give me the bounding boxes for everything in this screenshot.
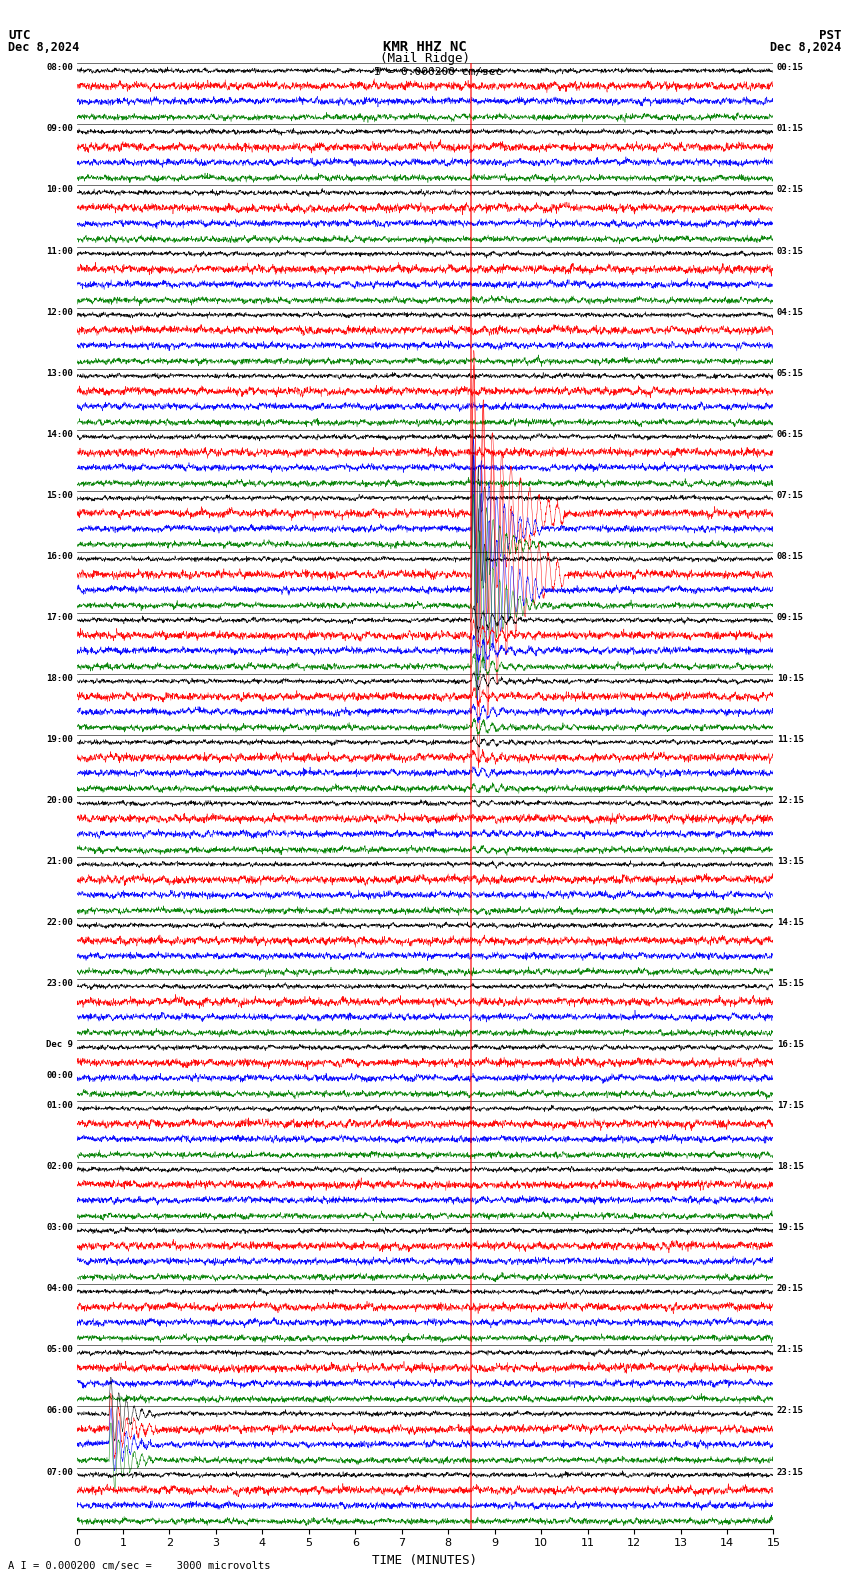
Text: 04:00: 04:00 bbox=[46, 1285, 73, 1294]
Text: 08:15: 08:15 bbox=[777, 551, 804, 561]
Text: 11:00: 11:00 bbox=[46, 247, 73, 255]
Text: 03:15: 03:15 bbox=[777, 247, 804, 255]
Text: 10:15: 10:15 bbox=[777, 673, 804, 683]
Text: 04:15: 04:15 bbox=[777, 307, 804, 317]
Text: 14:00: 14:00 bbox=[46, 429, 73, 439]
Text: 13:00: 13:00 bbox=[46, 369, 73, 377]
Text: 08:00: 08:00 bbox=[46, 63, 73, 73]
Text: PST: PST bbox=[819, 29, 842, 41]
Text: 01:15: 01:15 bbox=[777, 125, 804, 133]
Text: 00:15: 00:15 bbox=[777, 63, 804, 73]
Text: 22:00: 22:00 bbox=[46, 919, 73, 927]
Text: 06:15: 06:15 bbox=[777, 429, 804, 439]
Text: UTC: UTC bbox=[8, 29, 31, 41]
Text: Dec 8,2024: Dec 8,2024 bbox=[8, 41, 80, 54]
Text: 21:15: 21:15 bbox=[777, 1345, 804, 1354]
Text: 17:15: 17:15 bbox=[777, 1101, 804, 1110]
Text: 05:00: 05:00 bbox=[46, 1345, 73, 1354]
Text: 13:15: 13:15 bbox=[777, 857, 804, 866]
Text: 23:00: 23:00 bbox=[46, 979, 73, 988]
Text: 19:00: 19:00 bbox=[46, 735, 73, 744]
Text: (Mail Ridge): (Mail Ridge) bbox=[380, 52, 470, 65]
Text: 11:15: 11:15 bbox=[777, 735, 804, 744]
Text: 12:00: 12:00 bbox=[46, 307, 73, 317]
Text: 01:00: 01:00 bbox=[46, 1101, 73, 1110]
Text: 03:00: 03:00 bbox=[46, 1223, 73, 1232]
Text: 12:15: 12:15 bbox=[777, 795, 804, 805]
Text: 02:15: 02:15 bbox=[777, 185, 804, 195]
Text: 16:00: 16:00 bbox=[46, 551, 73, 561]
Text: 22:15: 22:15 bbox=[777, 1407, 804, 1416]
Text: Dec 8,2024: Dec 8,2024 bbox=[770, 41, 842, 54]
Text: 18:00: 18:00 bbox=[46, 673, 73, 683]
Text: A I = 0.000200 cm/sec =    3000 microvolts: A I = 0.000200 cm/sec = 3000 microvolts bbox=[8, 1562, 271, 1571]
Text: 21:00: 21:00 bbox=[46, 857, 73, 866]
Text: 18:15: 18:15 bbox=[777, 1163, 804, 1171]
Text: 20:00: 20:00 bbox=[46, 795, 73, 805]
Text: 05:15: 05:15 bbox=[777, 369, 804, 377]
Text: 17:00: 17:00 bbox=[46, 613, 73, 623]
Text: 15:00: 15:00 bbox=[46, 491, 73, 499]
Text: 16:15: 16:15 bbox=[777, 1041, 804, 1049]
Text: 19:15: 19:15 bbox=[777, 1223, 804, 1232]
Text: 09:00: 09:00 bbox=[46, 125, 73, 133]
Text: I = 0.000200 cm/sec: I = 0.000200 cm/sec bbox=[374, 67, 502, 76]
Text: 02:00: 02:00 bbox=[46, 1163, 73, 1171]
Text: KMR HHZ NC: KMR HHZ NC bbox=[383, 40, 467, 54]
Text: 20:15: 20:15 bbox=[777, 1285, 804, 1294]
Text: 06:00: 06:00 bbox=[46, 1407, 73, 1416]
X-axis label: TIME (MINUTES): TIME (MINUTES) bbox=[372, 1554, 478, 1567]
Text: 07:00: 07:00 bbox=[46, 1467, 73, 1476]
Text: Dec 9: Dec 9 bbox=[46, 1041, 73, 1049]
Text: 15:15: 15:15 bbox=[777, 979, 804, 988]
Text: 14:15: 14:15 bbox=[777, 919, 804, 927]
Text: 09:15: 09:15 bbox=[777, 613, 804, 623]
Text: 23:15: 23:15 bbox=[777, 1467, 804, 1476]
Text: 07:15: 07:15 bbox=[777, 491, 804, 499]
Text: 00:00: 00:00 bbox=[46, 1071, 73, 1080]
Text: 10:00: 10:00 bbox=[46, 185, 73, 195]
